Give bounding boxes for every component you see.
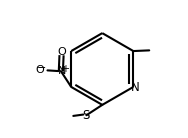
Text: −: − <box>37 63 46 73</box>
Text: N: N <box>131 81 139 94</box>
Text: +: + <box>61 64 69 74</box>
Text: S: S <box>83 109 90 122</box>
Text: N: N <box>58 66 66 76</box>
Text: O: O <box>36 65 44 75</box>
Text: O: O <box>57 47 66 57</box>
